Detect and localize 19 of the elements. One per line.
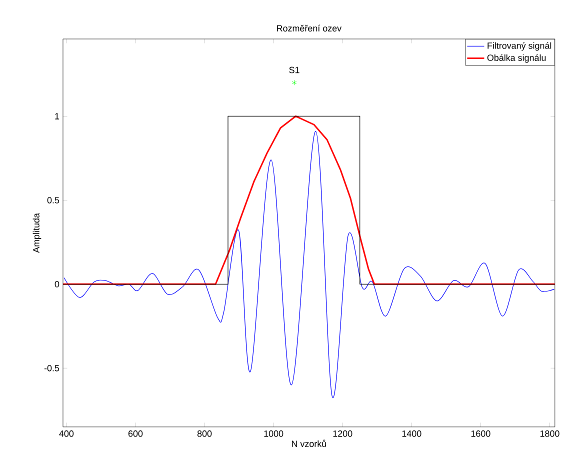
x-tick-label: 1200 xyxy=(333,430,352,437)
x-tick-label: 1000 xyxy=(264,430,284,437)
annotation: S1 xyxy=(289,66,300,74)
y-tick-label: 1 xyxy=(55,113,60,120)
x-axis-title: N vzorků xyxy=(292,440,326,447)
legend-label: Obálka signálu xyxy=(487,54,546,63)
y-axis-title: Amplituda xyxy=(32,213,42,253)
y-tick-label: -0.5 xyxy=(44,365,60,372)
x-tick-label: 1400 xyxy=(402,430,422,437)
y-tick-label: 0 xyxy=(54,281,60,288)
x-tick-label: 800 xyxy=(197,430,212,437)
x-tick-label: 1600 xyxy=(471,430,490,437)
x-tick-label: 1800 xyxy=(540,430,560,437)
x-tick-label: 600 xyxy=(128,430,143,437)
chart-title: Rozměření ozev xyxy=(277,24,342,32)
line-series xyxy=(64,131,555,398)
legend-label: Filtrovaný signál xyxy=(488,42,552,51)
x-tick-label: 400 xyxy=(59,430,74,437)
y-tick-label: 0.5 xyxy=(47,197,60,204)
